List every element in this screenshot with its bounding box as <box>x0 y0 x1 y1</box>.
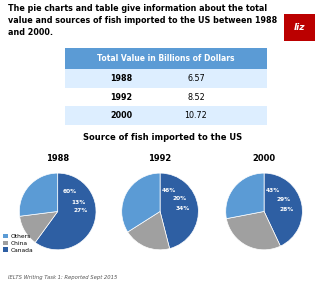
Text: 43%: 43% <box>266 187 280 192</box>
Text: 29%: 29% <box>276 197 291 201</box>
Text: liz: liz <box>294 23 305 32</box>
Title: 1992: 1992 <box>149 155 172 164</box>
Text: 1988: 1988 <box>110 74 133 83</box>
Text: Total Value in Billions of Dollars: Total Value in Billions of Dollars <box>97 54 235 63</box>
Text: 27%: 27% <box>73 208 88 212</box>
Wedge shape <box>122 173 160 232</box>
Title: 2000: 2000 <box>253 155 276 164</box>
Text: 8.52: 8.52 <box>187 93 205 102</box>
Text: Source of fish imported to the US: Source of fish imported to the US <box>83 133 242 142</box>
Bar <box>65 69 266 88</box>
Title: 1988: 1988 <box>46 155 69 164</box>
Wedge shape <box>128 212 170 250</box>
Bar <box>65 88 266 106</box>
Wedge shape <box>264 173 302 246</box>
Wedge shape <box>20 212 58 243</box>
Text: The pie charts and table give information about the total
value and sources of f: The pie charts and table give informatio… <box>8 4 277 37</box>
FancyBboxPatch shape <box>284 14 315 41</box>
Text: 13%: 13% <box>72 200 86 205</box>
Bar <box>65 48 266 69</box>
Wedge shape <box>226 173 264 219</box>
Wedge shape <box>20 173 58 216</box>
Text: 6.57: 6.57 <box>187 74 205 83</box>
Wedge shape <box>160 173 198 249</box>
Wedge shape <box>227 212 280 250</box>
Legend: Others, China, Canada: Others, China, Canada <box>3 234 33 253</box>
Text: 10.72: 10.72 <box>185 111 207 120</box>
Text: 46%: 46% <box>162 188 176 193</box>
Text: 2000: 2000 <box>111 111 133 120</box>
Text: 20%: 20% <box>172 196 186 201</box>
Text: 60%: 60% <box>62 189 76 194</box>
Text: 34%: 34% <box>176 206 190 211</box>
Text: 28%: 28% <box>280 207 294 212</box>
Wedge shape <box>35 173 96 250</box>
Text: IELTS: IELTS <box>239 23 266 32</box>
Text: 1992: 1992 <box>111 93 133 102</box>
Text: IELTS Writing Task 1: Reported Sept 2015: IELTS Writing Task 1: Reported Sept 2015 <box>8 275 118 280</box>
Bar <box>65 106 266 125</box>
